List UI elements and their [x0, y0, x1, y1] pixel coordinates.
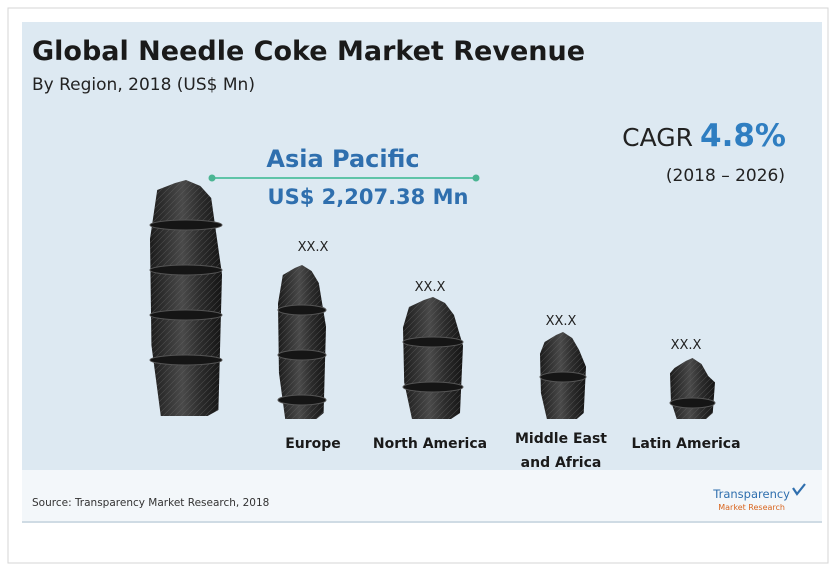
source: Source: Transparency Market Research, 20… [32, 497, 269, 509]
coke-seam [277, 394, 327, 406]
coke-seam [277, 304, 327, 316]
logo-mark [792, 483, 806, 496]
highlight-value: US$ 2,207.38 Mn [268, 185, 469, 209]
coke-texture [150, 180, 222, 416]
coke-texture [278, 265, 326, 419]
cagr-label: CAGR [622, 123, 693, 152]
cagr-value: 4.8% [700, 118, 786, 154]
subtitle: By Region, 2018 (US$ Mn) [32, 75, 255, 95]
region-name: and Africa [521, 455, 602, 471]
coke-seam [539, 371, 587, 383]
coke-seam [277, 349, 327, 361]
region-name: Latin America [631, 436, 740, 452]
coke-seam [149, 354, 223, 366]
logo-sub: Market Research [718, 503, 785, 512]
region-name: Europe [285, 436, 341, 452]
coke-seam [149, 264, 223, 276]
highlight-region: Asia Pacific [266, 145, 419, 173]
logo-name: Transparency [712, 487, 790, 501]
connector-dot [472, 174, 480, 182]
region-value-label: XX.X [546, 314, 577, 329]
region-value-label: XX.X [415, 280, 446, 295]
region-name: Middle East [515, 431, 607, 447]
coke-seam [149, 309, 223, 321]
pillars: XX.X Europe XX.X North America XX.X Middle Ea… [149, 180, 741, 471]
connector-dot [208, 174, 216, 182]
region-value-label: XX.X [298, 240, 329, 255]
coke-texture [403, 297, 463, 419]
title: Global Needle Coke Market Revenue [32, 36, 585, 67]
region-name: North America [373, 436, 487, 452]
coke-seam [669, 397, 716, 409]
coke-seam [402, 381, 464, 393]
footer [22, 470, 822, 522]
cagr-period: (2018 – 2026) [666, 166, 785, 186]
region-value-label: XX.X [671, 338, 702, 353]
coke-seam [149, 219, 223, 231]
coke-seam [402, 336, 464, 348]
